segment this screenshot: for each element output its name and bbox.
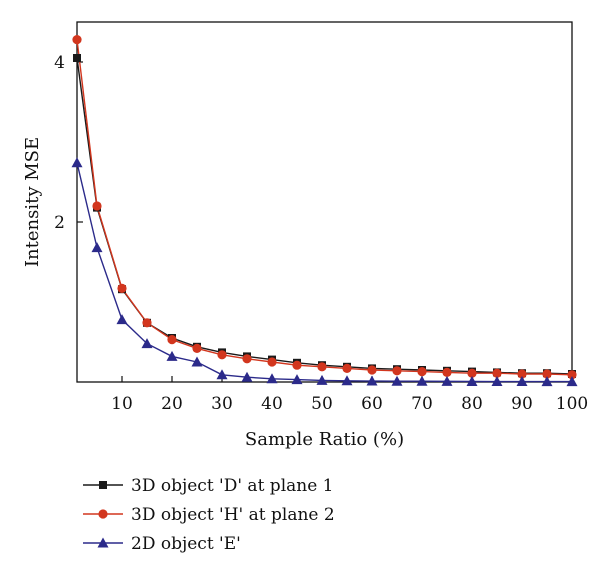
x-tick-label: 40 [261, 394, 283, 414]
data-point [416, 375, 428, 386]
data-point [142, 318, 152, 328]
data-point [492, 368, 502, 378]
data-point [267, 357, 277, 367]
series-points-3 [71, 157, 578, 387]
data-point [73, 54, 81, 62]
data-point [91, 242, 103, 253]
data-point [516, 376, 528, 387]
data-point [167, 335, 177, 345]
legend-marker [98, 509, 108, 519]
data-point [116, 314, 128, 325]
data-point [192, 343, 202, 353]
legend: 3D object 'D' at plane 1 3D object 'H' at… [83, 476, 335, 554]
x-tick-label: 60 [361, 394, 383, 414]
series-markers [71, 35, 578, 387]
series-points-2 [72, 35, 577, 380]
data-point [417, 367, 427, 377]
data-point [542, 369, 552, 379]
y-tick-label: 4 [54, 53, 65, 73]
x-tick-label: 30 [211, 394, 233, 414]
data-point [367, 365, 377, 375]
data-point [467, 368, 477, 378]
data-point [291, 374, 303, 385]
series-line-1 [76, 57, 573, 375]
data-point [241, 371, 253, 382]
data-point [566, 376, 578, 387]
data-point [166, 350, 178, 361]
data-point [366, 375, 378, 386]
x-axis-label: Sample Ratio (%) [245, 429, 404, 450]
data-point [442, 367, 452, 377]
data-point [191, 356, 203, 367]
legend-item-2: 3D object 'H' at plane 2 [83, 505, 335, 525]
data-point [541, 376, 553, 387]
data-point [317, 362, 327, 372]
legend-label: 2D object 'E' [131, 534, 241, 554]
x-tick-label: 80 [461, 394, 483, 414]
data-point [341, 375, 353, 386]
x-tick-label: 20 [161, 394, 183, 414]
data-point [342, 363, 352, 373]
data-point [441, 375, 453, 386]
legend-label: 3D object 'H' at plane 2 [131, 505, 335, 525]
series-line-3 [76, 162, 572, 383]
data-point [392, 366, 402, 376]
series-points-1 [73, 54, 576, 378]
data-point [491, 376, 503, 387]
y-axis-label: Intensity MSE [22, 137, 43, 267]
legend-item-3: 2D object 'E' [83, 534, 241, 554]
data-point [242, 354, 252, 364]
data-point [266, 373, 278, 384]
data-point [567, 370, 577, 380]
data-point [466, 375, 478, 386]
data-point [141, 338, 153, 349]
x-tick-label: 50 [311, 394, 333, 414]
legend-marker [97, 537, 109, 548]
x-tick-label: 100 [556, 394, 588, 414]
plot-frame [76, 21, 573, 383]
data-point [216, 369, 228, 380]
axis-ticks: 10 20 30 40 50 60 70 80 90 100 2 4 [54, 53, 588, 414]
x-tick-label: 70 [411, 394, 433, 414]
legend-item-1: 3D object 'D' at plane 1 [83, 476, 334, 496]
data-point [92, 201, 102, 211]
data-point [72, 35, 82, 45]
data-point [316, 374, 328, 385]
data-point [117, 283, 127, 293]
plot-area: 10 20 30 40 50 60 70 80 90 100 2 4 [54, 21, 588, 414]
data-point [391, 375, 403, 386]
data-point [517, 369, 527, 379]
x-tick-label: 90 [511, 394, 533, 414]
y-tick-label: 2 [54, 213, 65, 233]
series-lines [76, 39, 573, 383]
legend-label: 3D object 'D' at plane 1 [131, 476, 334, 496]
legend-marker [99, 481, 107, 489]
data-point [217, 350, 227, 360]
x-tick-label: 10 [111, 394, 133, 414]
data-point [292, 360, 302, 370]
data-point [71, 157, 83, 168]
